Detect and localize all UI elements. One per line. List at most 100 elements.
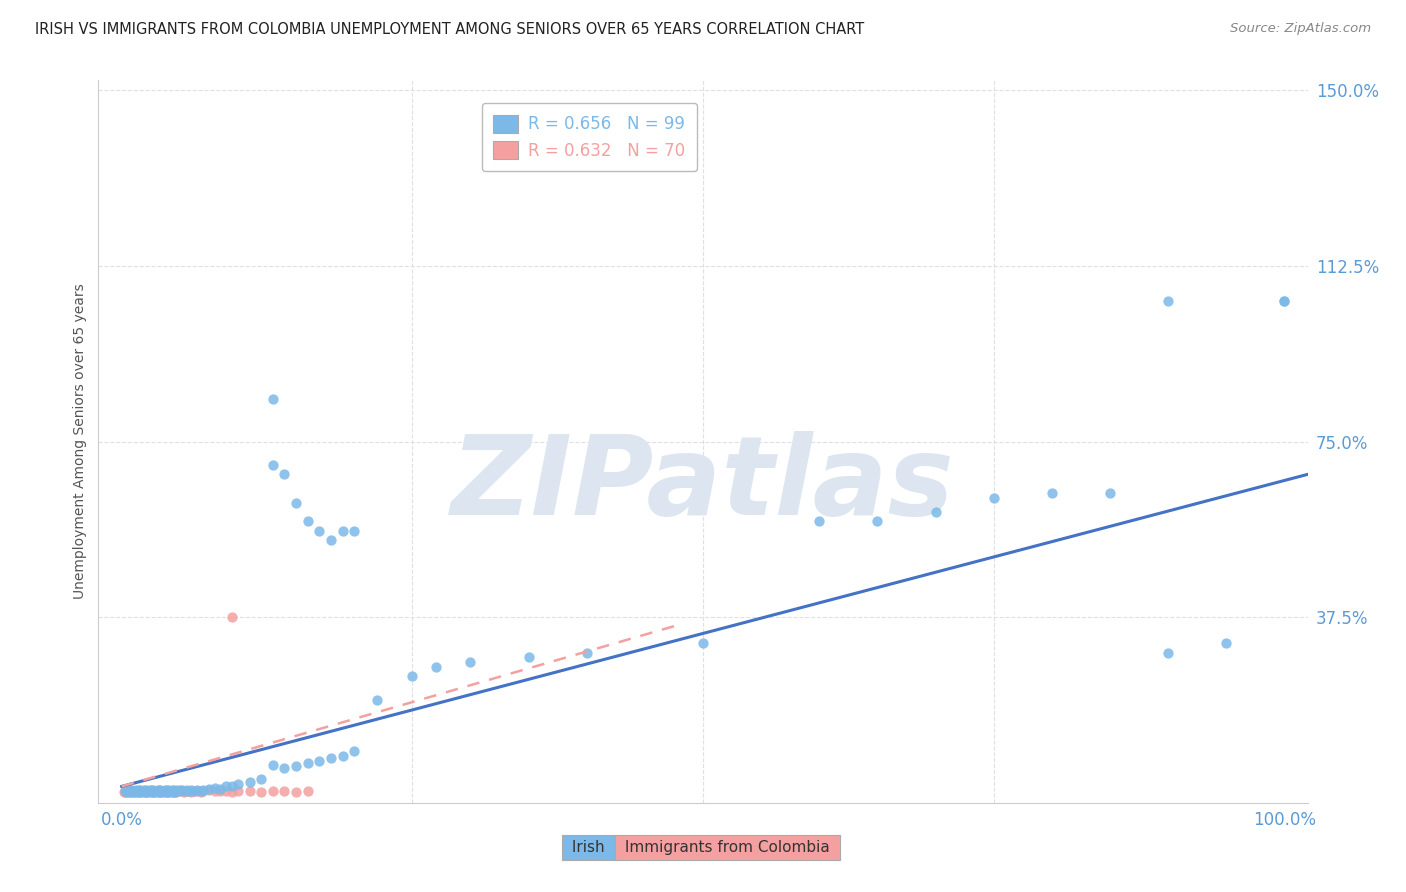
Point xyxy=(273,761,295,775)
Point xyxy=(180,784,202,798)
Point xyxy=(124,785,146,799)
Point xyxy=(112,784,135,798)
Point xyxy=(221,784,243,798)
Point xyxy=(141,785,163,799)
Point xyxy=(983,491,1005,505)
Point xyxy=(138,783,160,797)
Point xyxy=(226,777,249,791)
Point xyxy=(308,524,330,538)
Point xyxy=(169,783,191,797)
Point xyxy=(121,784,143,798)
Point xyxy=(190,784,212,798)
Point xyxy=(343,744,366,758)
Point xyxy=(145,784,167,798)
Point xyxy=(131,784,153,798)
Legend: R = 0.656   N = 99, R = 0.632   N = 70: R = 0.656 N = 99, R = 0.632 N = 70 xyxy=(482,103,697,171)
Point xyxy=(118,785,141,799)
Point xyxy=(239,774,262,789)
Point xyxy=(226,783,249,797)
Point xyxy=(141,784,163,798)
Point xyxy=(204,780,226,795)
Point xyxy=(136,784,159,798)
Point xyxy=(179,784,201,798)
Point xyxy=(692,636,714,650)
Point xyxy=(145,784,167,798)
Point xyxy=(145,784,167,798)
Point xyxy=(148,785,170,799)
Point xyxy=(165,784,187,798)
Point xyxy=(148,783,170,797)
Point xyxy=(172,784,194,798)
Point xyxy=(128,785,150,799)
Point xyxy=(215,780,238,794)
Point xyxy=(128,782,150,797)
Point xyxy=(166,784,188,798)
Point xyxy=(153,783,176,797)
Point xyxy=(163,784,186,798)
Point xyxy=(808,514,831,528)
Point xyxy=(209,783,232,797)
Point xyxy=(176,783,198,797)
Point xyxy=(186,784,208,798)
Point xyxy=(152,784,174,798)
Point xyxy=(273,784,295,798)
Point xyxy=(924,505,946,519)
Point xyxy=(132,783,155,797)
Point xyxy=(125,784,148,798)
Point xyxy=(146,783,169,797)
Point xyxy=(153,784,176,798)
Point xyxy=(115,783,138,797)
Point xyxy=(125,784,148,798)
Point xyxy=(308,754,330,768)
Point xyxy=(127,785,149,799)
Point xyxy=(162,783,184,797)
Point xyxy=(575,646,598,660)
Point xyxy=(142,782,165,797)
Point xyxy=(180,782,202,797)
Point xyxy=(332,524,354,538)
Point xyxy=(262,758,284,772)
Point xyxy=(131,784,153,798)
Point xyxy=(149,784,172,798)
Point xyxy=(183,783,205,797)
Point xyxy=(135,784,157,798)
Point xyxy=(1098,486,1121,500)
Point xyxy=(136,784,159,798)
Point xyxy=(150,784,173,798)
Point xyxy=(134,785,156,799)
Point xyxy=(297,514,319,528)
Point xyxy=(150,783,173,797)
Point xyxy=(120,783,142,797)
Point xyxy=(143,784,166,798)
Point xyxy=(129,784,152,798)
Point xyxy=(191,783,214,797)
Point xyxy=(176,783,198,797)
Point xyxy=(285,495,308,509)
Point xyxy=(866,514,889,528)
Point xyxy=(139,783,162,797)
Point xyxy=(160,785,183,799)
Y-axis label: Unemployment Among Seniors over 65 years: Unemployment Among Seniors over 65 years xyxy=(73,284,87,599)
Point xyxy=(343,524,366,538)
Text: ZIPatlas: ZIPatlas xyxy=(451,432,955,539)
Point xyxy=(165,784,187,798)
Point xyxy=(425,659,447,673)
Point xyxy=(1215,636,1237,650)
Point xyxy=(165,785,187,799)
Point xyxy=(366,692,388,706)
Point xyxy=(118,783,141,797)
Point xyxy=(115,783,138,797)
Point xyxy=(138,783,160,797)
Point xyxy=(162,785,184,799)
Point xyxy=(118,784,141,798)
Point xyxy=(155,784,177,798)
Point xyxy=(135,782,157,797)
Point xyxy=(198,783,221,797)
Point xyxy=(138,784,160,798)
Point xyxy=(1040,486,1063,500)
Point xyxy=(190,784,212,798)
Point xyxy=(146,785,169,799)
Point xyxy=(517,650,540,665)
Point xyxy=(156,782,179,797)
Point xyxy=(297,783,319,797)
